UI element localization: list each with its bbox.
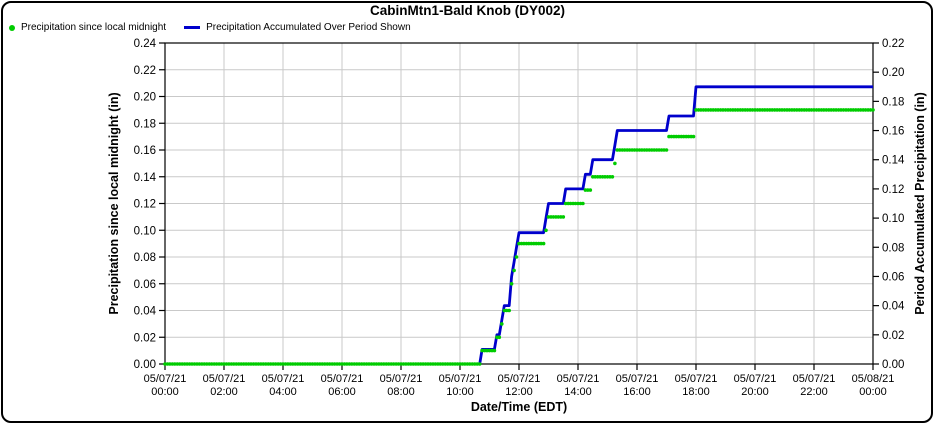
x-tick-date: 05/07/21 [557, 373, 600, 385]
x-tick-date: 05/07/21 [203, 373, 246, 385]
y-right-tick-label: 0.06 [882, 271, 904, 283]
y-axis-left-title: Precipitation since local midnight (in) [107, 92, 121, 314]
y-left-tick-label: 0.08 [134, 252, 156, 264]
x-tick-time: 08:00 [387, 386, 415, 398]
y-right-tick-label: 0.04 [882, 301, 905, 313]
x-tick-time: 18:00 [682, 386, 710, 398]
x-tick-date: 05/07/21 [498, 373, 541, 385]
x-tick-time: 00:00 [859, 386, 887, 398]
x-axis-title: Date/Time (EDT) [471, 400, 567, 414]
x-tick-time: 04:00 [269, 386, 297, 398]
x-tick-time: 06:00 [328, 386, 356, 398]
y-right-tick-label: 0.18 [882, 96, 904, 108]
x-tick-date: 05/07/21 [262, 373, 305, 385]
x-tick-time: 10:00 [446, 386, 474, 398]
x-tick-time: 16:00 [623, 386, 651, 398]
x-tick-date: 05/07/21 [734, 373, 777, 385]
x-tick-date: 05/07/21 [793, 373, 836, 385]
x-tick-time: 14:00 [564, 386, 592, 398]
legend-item-accumulated: Precipitation Accumulated Over Period Sh… [184, 22, 411, 33]
x-tick-date: 05/07/21 [144, 373, 187, 385]
y-left-tick-label: 0.10 [134, 225, 156, 237]
y-left-tick-label: 0.16 [134, 145, 156, 157]
x-tick-time: 20:00 [741, 386, 769, 398]
x-tick-date: 05/07/21 [439, 373, 482, 385]
x-tick-time: 22:00 [800, 386, 828, 398]
x-tick-date: 05/07/21 [380, 373, 423, 385]
y-left-tick-label: 0.20 [134, 92, 156, 104]
legend-label: Precipitation Accumulated Over Period Sh… [206, 22, 411, 33]
gridlines [165, 43, 873, 364]
y-left-tick-label: 0.18 [134, 118, 156, 130]
chart-title: CabinMtn1-Bald Knob (DY002) [369, 3, 565, 18]
y-left-tick-label: 0.04 [134, 306, 157, 318]
y-axis-left: 0.00 0.02 0.04 0.06 0.08 0.10 0.12 0.14 0.16 0.18… [134, 38, 165, 371]
since-midnight-dots [163, 108, 875, 366]
y-right-tick-label: 0.16 [882, 126, 904, 138]
y-right-tick-label: 0.22 [882, 38, 904, 50]
y-left-tick-label: 0.22 [134, 65, 156, 77]
x-tick-time: 02:00 [210, 386, 238, 398]
y-right-tick-label: 0.20 [882, 67, 904, 79]
y-left-tick-label: 0.02 [134, 332, 156, 344]
x-tick-time: 12:00 [505, 386, 533, 398]
y-left-tick-label: 0.14 [134, 172, 157, 184]
blue-line-marker-icon [184, 26, 201, 29]
y-right-tick-label: 0.08 [882, 242, 904, 254]
y-axis-right: 0.00 0.02 0.04 0.06 0.08 0.10 0.12 0.14 0.16 0.18… [873, 38, 905, 371]
y-right-tick-label: 0.00 [882, 359, 904, 371]
legend: Precipitation since local midnight Preci… [9, 22, 411, 33]
y-axis-right-title: Period Accumulated Precipitation (in) [913, 92, 927, 315]
y-left-tick-label: 0.00 [134, 359, 156, 371]
y-left-tick-label: 0.06 [134, 279, 156, 291]
y-left-tick-label: 0.24 [134, 38, 157, 50]
x-axis: 05/07/2100:0005/07/2102:0005/07/2104:000… [144, 364, 895, 398]
x-tick-date: 05/07/21 [321, 373, 364, 385]
legend-label: Precipitation since local midnight [21, 22, 167, 33]
x-tick-date: 05/07/21 [675, 373, 718, 385]
y-right-tick-label: 0.12 [882, 184, 904, 196]
y-right-tick-label: 0.14 [882, 155, 905, 167]
legend-item-since-midnight: Precipitation since local midnight [9, 22, 166, 33]
x-tick-time: 00:00 [151, 386, 179, 398]
x-tick-date: 05/07/21 [616, 373, 659, 385]
y-left-tick-label: 0.12 [134, 199, 156, 211]
green-dot-marker-icon [9, 24, 15, 31]
x-tick-date: 05/08/21 [852, 373, 895, 385]
y-right-tick-label: 0.10 [882, 213, 904, 225]
y-right-tick-label: 0.02 [882, 330, 904, 342]
